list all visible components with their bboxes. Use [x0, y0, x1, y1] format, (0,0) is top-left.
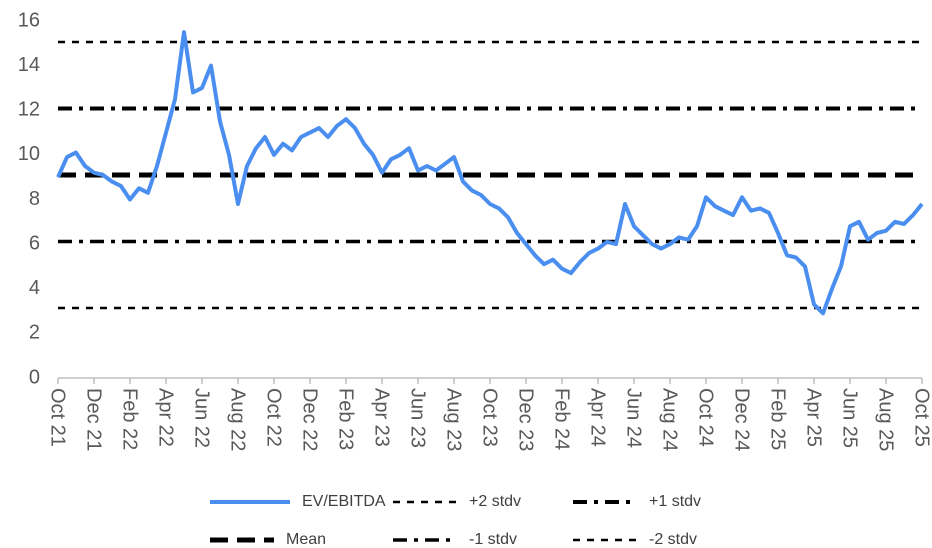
- x-tick-label: Jun 24: [623, 388, 645, 448]
- x-tick-label: Oct 25: [911, 388, 932, 447]
- x-tick-label: Oct 23: [479, 388, 501, 447]
- y-tick-label: 10: [18, 143, 40, 165]
- legend-label: -1 stdv: [469, 531, 517, 548]
- x-tick-label: Oct 24: [695, 388, 717, 447]
- x-tick-label: Aug 25: [875, 388, 897, 451]
- x-tick-label: Aug 24: [659, 388, 681, 451]
- legend-label: EV/EBITDA: [302, 493, 386, 510]
- x-tick-label: Aug 22: [227, 388, 249, 451]
- x-tick-label: Apr 23: [371, 388, 393, 447]
- legend-label: +2 stdv: [469, 493, 521, 510]
- x-tick-label: Jun 25: [839, 388, 861, 448]
- x-tick-label: Dec 21: [83, 388, 105, 451]
- legend-label: -2 stdv: [649, 531, 697, 548]
- x-tick-label: Apr 24: [587, 388, 609, 447]
- x-tick-label: Jun 23: [407, 388, 429, 448]
- line-series: [56, 30, 924, 316]
- x-tick-label: Aug 23: [443, 388, 465, 451]
- x-tick-label: Feb 22: [119, 388, 141, 450]
- y-tick-label: 12: [18, 99, 40, 121]
- x-tick-label: Dec 23: [515, 388, 537, 451]
- x-tick-label: Apr 22: [155, 388, 177, 447]
- legend-label: Mean: [286, 531, 326, 548]
- y-tick-label: 8: [29, 188, 40, 210]
- y-tick-label: 14: [18, 54, 40, 76]
- x-tick-label: Oct 22: [263, 388, 285, 447]
- x-tick-label: Oct 21: [47, 388, 69, 447]
- y-tick-label: 0: [29, 366, 40, 388]
- y-tick-label: 4: [29, 277, 40, 299]
- x-tick-label: Apr 25: [803, 388, 825, 447]
- x-tick-label: Feb 25: [767, 388, 789, 450]
- legend-label: +1 stdv: [649, 493, 701, 510]
- x-tick-label: Dec 22: [299, 388, 321, 451]
- x-tick-label: Feb 24: [551, 388, 573, 450]
- x-tick-label: Feb 23: [335, 388, 357, 450]
- x-tick-label: Jun 22: [191, 388, 213, 448]
- y-tick-label: 16: [18, 9, 40, 31]
- x-tick-label: Dec 24: [731, 388, 753, 451]
- y-tick-label: 2: [29, 322, 40, 344]
- y-tick-label: 6: [29, 232, 40, 254]
